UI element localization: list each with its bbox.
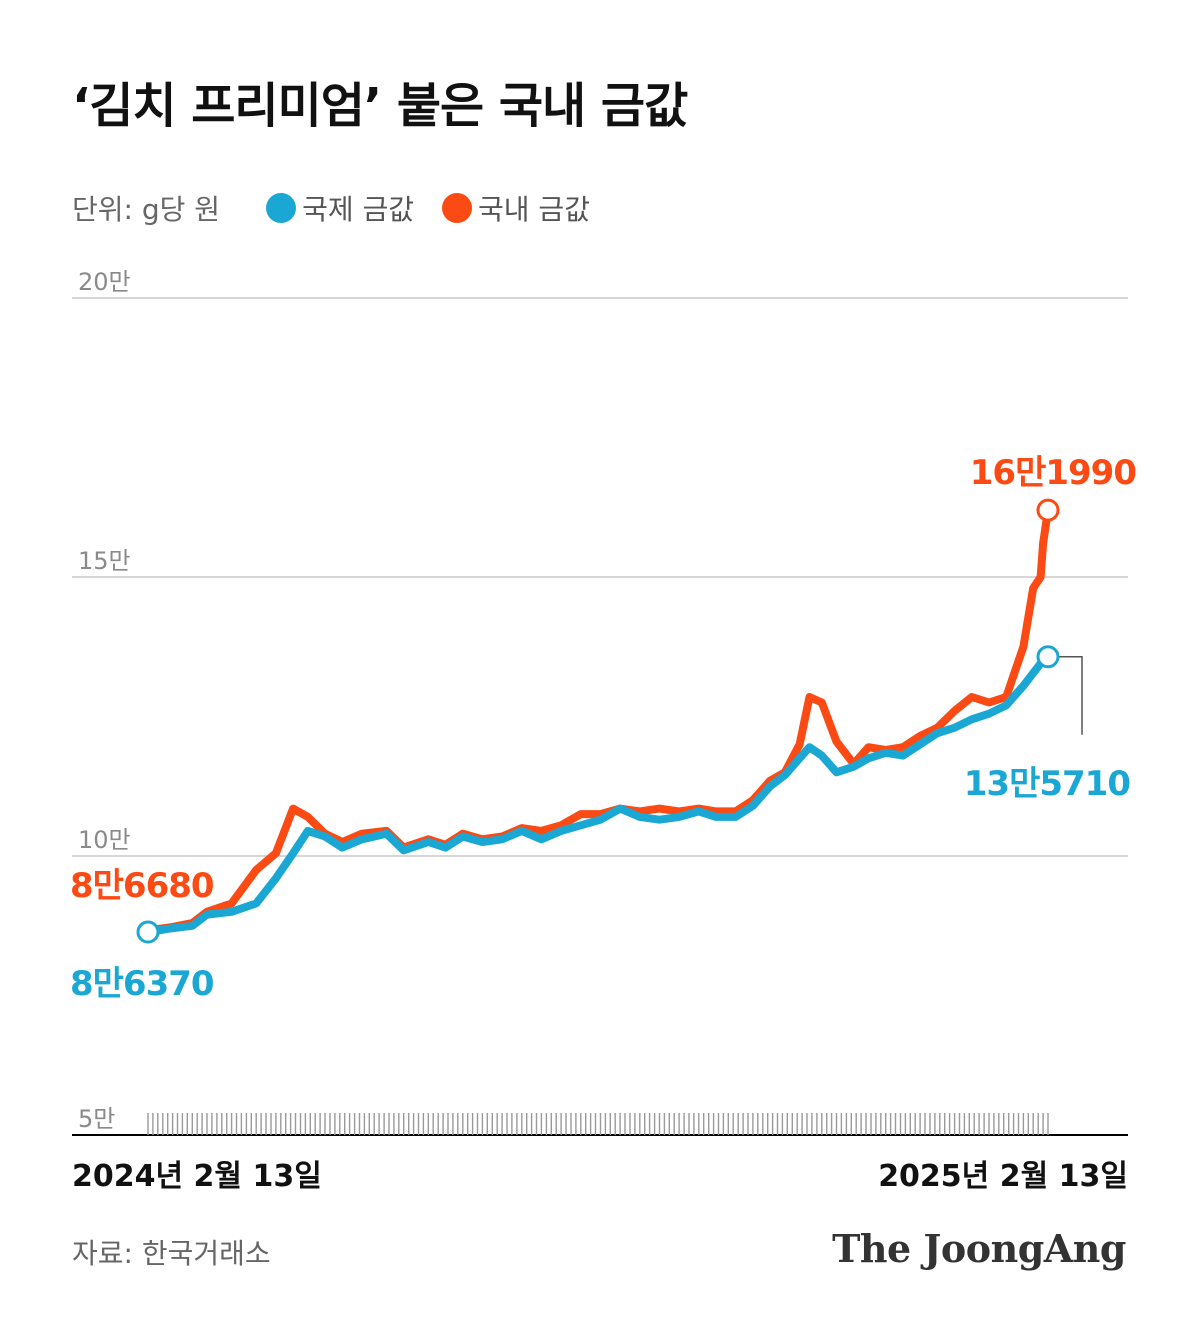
legend-item-international: 국제 금값 — [266, 188, 414, 228]
gold-price-line-chart: 5만 10만 15만 20만 2024년 2월 13일 2025년 2월 13일 8만6… — [70, 268, 1137, 1194]
legend-label-domestic: 국내 금값 — [478, 193, 590, 226]
source-note: 자료: 한국거래소 — [72, 1237, 271, 1270]
leader-line-international — [1058, 655, 1083, 735]
label-layer: 8만6680 8만6370 16만1990 13만5710 — [70, 453, 1137, 1004]
legend-dot-international — [266, 193, 297, 223]
legend: 단위: g당 원 국제 금값 국내 금값 — [72, 186, 618, 230]
data-label-international-end: 13만5710 — [964, 764, 1131, 804]
grid-layer: 5만 10만 15만 20만 — [72, 268, 1128, 1136]
data-label-domestic-end: 16만1990 — [970, 453, 1137, 493]
y-tick-label: 20만 — [78, 268, 131, 296]
legend-item-domestic: 국내 금값 — [442, 188, 590, 228]
unit-label: 단위: g당 원 — [72, 193, 221, 226]
data-label-domestic-start: 8만6680 — [70, 866, 214, 906]
series-layer — [144, 506, 1052, 937]
y-tick-label: 10만 — [78, 826, 131, 854]
legend-dot-domestic — [442, 193, 473, 223]
y-tick-label: 15만 — [78, 547, 131, 575]
y-tick-label: 5만 — [78, 1105, 115, 1133]
brand-logo: The JoongAng — [832, 1226, 1126, 1271]
start-marker-international — [136, 920, 160, 944]
legend-label-international: 국제 금값 — [302, 193, 415, 226]
series-line-domestic — [144, 506, 1052, 935]
series-line-international — [144, 652, 1052, 937]
x-tick-label-start: 2024년 2월 13일 — [72, 1159, 322, 1194]
x-tick-marks — [147, 1113, 1049, 1135]
data-label-international-start: 8만6370 — [70, 964, 214, 1004]
end-marker-international — [1036, 645, 1060, 669]
chart-title: ‘김치 프리미엄’ 붙은 국내 금값 — [72, 78, 688, 134]
x-tick-label-end: 2025년 2월 13일 — [878, 1159, 1128, 1194]
x-axis-ticks: 2024년 2월 13일 2025년 2월 13일 — [72, 1113, 1128, 1194]
end-marker-domestic — [1036, 498, 1060, 522]
